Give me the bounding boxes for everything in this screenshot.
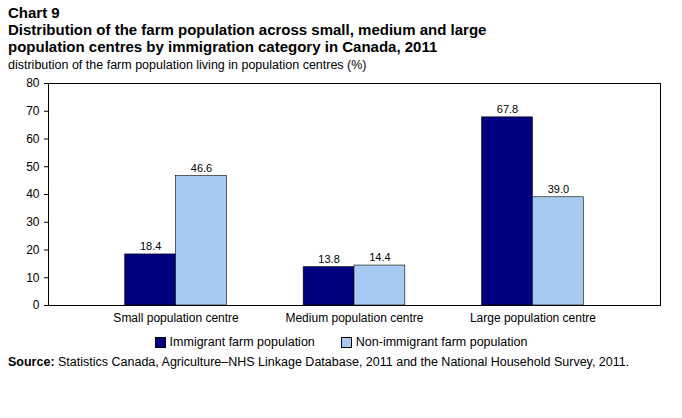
svg-text:Small population centre: Small population centre xyxy=(113,311,239,325)
svg-text:30: 30 xyxy=(26,215,40,229)
svg-text:13.8: 13.8 xyxy=(318,253,339,265)
svg-text:Medium population centre: Medium population centre xyxy=(285,311,423,325)
svg-text:10: 10 xyxy=(26,271,40,285)
svg-text:67.8: 67.8 xyxy=(497,103,518,115)
html-text:Distribution of the farm popul: Distribution of the farm population acro… xyxy=(8,21,487,55)
svg-text:39.0: 39.0 xyxy=(548,183,569,195)
svg-text:Large population centre: Large population centre xyxy=(470,311,596,325)
html-text:Chart 9: Chart 9 xyxy=(8,4,60,21)
html-text:Non-immigrant farm population: Non-immigrant farm population xyxy=(355,335,528,349)
svg-text:20: 20 xyxy=(26,243,40,257)
svg-text:14.4: 14.4 xyxy=(369,251,390,263)
svg-text:50: 50 xyxy=(26,160,40,174)
html-text:Source: Statistics Canada, Agr: Source: Statistics Canada, Agriculture–N… xyxy=(8,355,630,369)
svg-text:18.4: 18.4 xyxy=(140,240,161,252)
svg-text:70: 70 xyxy=(26,104,40,118)
svg-text:46.6: 46.6 xyxy=(191,162,212,174)
html-text:distribution of the farm popul: distribution of the farm population livi… xyxy=(8,58,367,72)
svg-text:0: 0 xyxy=(33,298,40,312)
html-text:Immigrant farm population: Immigrant farm population xyxy=(169,335,315,349)
svg-text:60: 60 xyxy=(26,132,40,146)
svg-text:40: 40 xyxy=(26,187,40,201)
svg-text:80: 80 xyxy=(26,76,40,90)
